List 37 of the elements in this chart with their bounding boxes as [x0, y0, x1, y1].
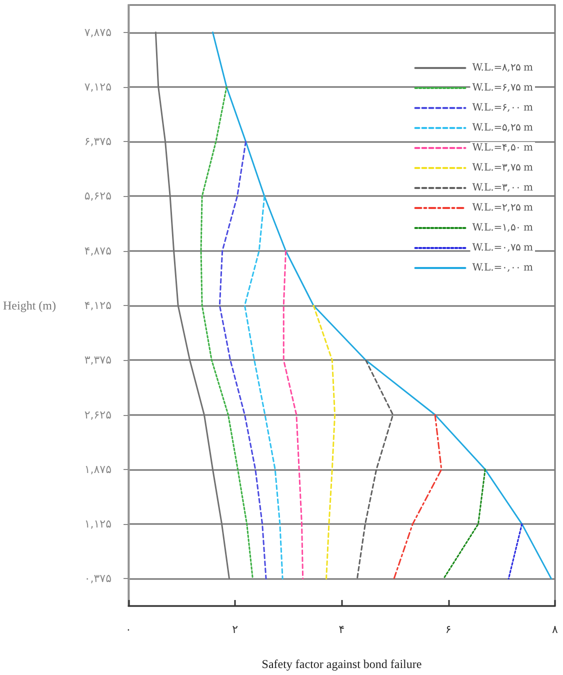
legend-label: W.L.=۶,۷۵ m: [472, 82, 534, 94]
y-axis-title: Height (m): [2, 298, 56, 312]
y-tick-label: ۱,۱۲۵: [84, 518, 112, 531]
line-series: [312, 304, 336, 580]
y-tick-label: ۱,۸۷۵: [84, 462, 112, 476]
line-series: [212, 32, 552, 580]
line-series: [356, 359, 394, 580]
x-tick-label: ۸: [552, 623, 558, 636]
line-series: [393, 414, 442, 580]
y-tick-label: ۴,۱۲۵: [84, 299, 112, 312]
legend-label: W.L.=۳,۷۵ m: [472, 162, 534, 174]
x-axis-title: Safety factor against bond failure: [262, 657, 422, 671]
legend-label: W.L.=۰,۷۵ m: [472, 242, 534, 254]
legend-label: W.L.=۶,۰۰ m: [472, 102, 534, 114]
y-tick-label: ۳,۳۷۵: [84, 354, 112, 367]
legend-label: W.L.=۳,۰۰ m: [472, 182, 534, 194]
y-tick-label: ۵,۶۲۵: [84, 190, 112, 203]
line-series: [200, 86, 254, 580]
y-tick-label: ۶,۳۷۵: [84, 135, 112, 148]
x-tick-label: ۲: [232, 623, 238, 636]
legend-label: W.L.=۸,۲۵ m: [472, 62, 534, 74]
y-tick-label: ۴,۸۷۵: [84, 244, 112, 258]
legend-label: W.L.=۴,۵۰ m: [472, 142, 534, 154]
legend-label: W.L.=۱,۵۰ m: [472, 222, 534, 234]
legend-label: W.L.=۲,۲۵ m: [472, 202, 534, 214]
y-tick-label: ۰,۳۷۵: [84, 572, 112, 586]
line-series: [282, 250, 304, 580]
x-tick-label: ۶: [445, 623, 452, 636]
line-series: [244, 195, 284, 580]
line-series: [218, 140, 267, 580]
x-tick-label: ۴: [338, 623, 345, 636]
x-tick-label: ۰: [126, 623, 132, 636]
y-tick-label: ۲,۶۲۵: [84, 408, 112, 422]
y-tick-label: ۷,۱۲۵: [84, 80, 112, 94]
legend-label: W.L.=۰,۰۰ m: [472, 262, 534, 274]
y-tick-label: ۷,۸۷۵: [84, 26, 112, 39]
legend-label: W.L.=۵,۲۵ m: [472, 122, 534, 134]
